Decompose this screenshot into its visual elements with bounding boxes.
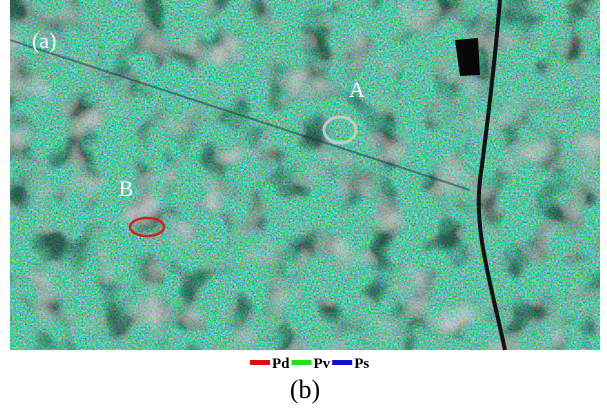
legend-label: Ps (354, 356, 369, 372)
legend-label: Pv (314, 356, 331, 372)
legend-swatch (250, 360, 270, 365)
sar-image (10, 0, 600, 350)
panel-label: (a) (32, 28, 56, 53)
figure: (a) A B Pd Pv Ps (b) (0, 0, 607, 409)
marker-label: A (349, 77, 365, 102)
legend-swatch (332, 360, 352, 365)
legend-swatch (292, 360, 312, 365)
marker-label: B (119, 176, 134, 201)
image-patches (10, 0, 600, 350)
caption: (b) (290, 375, 320, 404)
legend-label: Pd (272, 356, 290, 372)
legend: Pd Pv Ps (250, 356, 369, 372)
